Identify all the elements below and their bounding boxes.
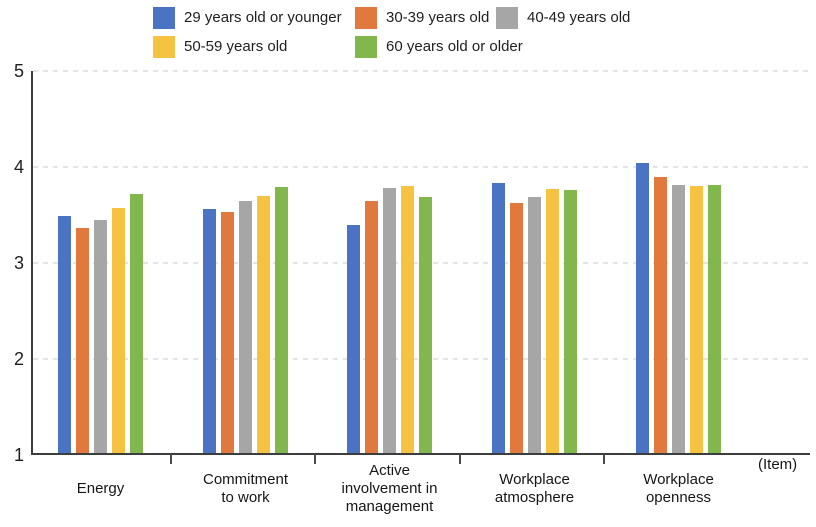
- bar-s1-c1: [221, 212, 234, 453]
- bar-s2-c1: [239, 201, 252, 453]
- bar-s1-c2: [365, 201, 378, 453]
- legend: 29 years old or younger 30-39 years old 40…: [153, 7, 630, 58]
- bar-s4-c2: [419, 196, 432, 453]
- bar-s4-c0: [130, 193, 143, 453]
- bar-s2-c4: [672, 185, 685, 453]
- legend-label: 30-39 years old: [386, 9, 490, 26]
- category-label-line: Workplace: [499, 471, 570, 489]
- gridline-4: [33, 166, 810, 168]
- legend-swatch: [355, 7, 377, 29]
- category-label-line: Energy: [76, 480, 125, 498]
- x-axis-tick: [459, 454, 461, 464]
- bar-s4-c4: [708, 185, 721, 453]
- gridline-5: [33, 70, 810, 72]
- legend-label: 50-59 years old: [184, 38, 288, 55]
- y-axis-tick-label: 4: [13, 157, 24, 177]
- category-label: Workplace openness: [599, 458, 759, 520]
- y-axis-tick-label: 1: [13, 445, 24, 465]
- bar-s3-c0: [112, 208, 125, 453]
- bar-s1-c0: [76, 228, 89, 453]
- legend-item: 60 years old or older: [355, 36, 523, 58]
- legend-item: 50-59 years old: [153, 36, 355, 58]
- y-axis-tick-label: 3: [13, 253, 24, 273]
- bar-s2-c2: [383, 188, 396, 453]
- bar-s3-c2: [401, 186, 414, 453]
- y-axis-tick-label: 2: [13, 349, 24, 369]
- x-axis-tick: [314, 454, 316, 464]
- bar-s0-c3: [492, 183, 505, 453]
- category-label-line: openness: [645, 489, 712, 506]
- category-label-line: Commitment: [202, 471, 288, 489]
- bar-s4-c1: [275, 187, 288, 453]
- bar-s0-c2: [347, 225, 360, 453]
- x-axis-tick: [170, 454, 172, 464]
- x-axis-tick: [603, 454, 605, 464]
- legend-label: 40-49 years old: [527, 9, 631, 26]
- legend-label: 29 years old or younger: [184, 9, 342, 26]
- bar-s3-c3: [546, 189, 559, 453]
- legend-swatch: [496, 7, 518, 29]
- category-label: Energy: [21, 458, 181, 520]
- bar-s3-c1: [257, 195, 270, 453]
- legend-item: 40-49 years old: [496, 7, 630, 29]
- legend-swatch: [153, 36, 175, 58]
- legend-swatch: [355, 36, 377, 58]
- bar-s0-c4: [636, 163, 649, 453]
- category-label: Active involvement in management: [310, 458, 470, 520]
- item-unit-label: (Item): [758, 456, 798, 473]
- bar-s3-c4: [690, 186, 703, 453]
- bar-s0-c0: [58, 215, 71, 453]
- legend-swatch: [153, 7, 175, 29]
- category-label-line: to work: [221, 489, 270, 506]
- x-axis-line: [32, 453, 810, 455]
- bar-s2-c0: [94, 219, 107, 453]
- category-label-line: management: [345, 497, 434, 515]
- y-axis-tick-label: 5: [13, 61, 24, 81]
- bar-s4-c3: [564, 189, 577, 453]
- legend-item: 30-39 years old: [355, 7, 496, 29]
- bar-s0-c1: [203, 209, 216, 453]
- category-label: Workplace atmosphere: [455, 458, 615, 520]
- legend-item: 29 years old or younger: [153, 7, 355, 29]
- category-label: Commitment to work: [166, 458, 326, 520]
- category-label-line: Workplace: [643, 471, 714, 489]
- bar-s1-c4: [654, 177, 667, 453]
- category-label-line: Active: [369, 462, 410, 480]
- category-label-line: involvement in: [341, 480, 438, 498]
- y-axis-line: [31, 71, 33, 455]
- bar-s1-c3: [510, 203, 523, 453]
- category-label-line: atmosphere: [494, 489, 575, 506]
- bar-s2-c3: [528, 196, 541, 453]
- legend-label: 60 years old or older: [386, 38, 523, 55]
